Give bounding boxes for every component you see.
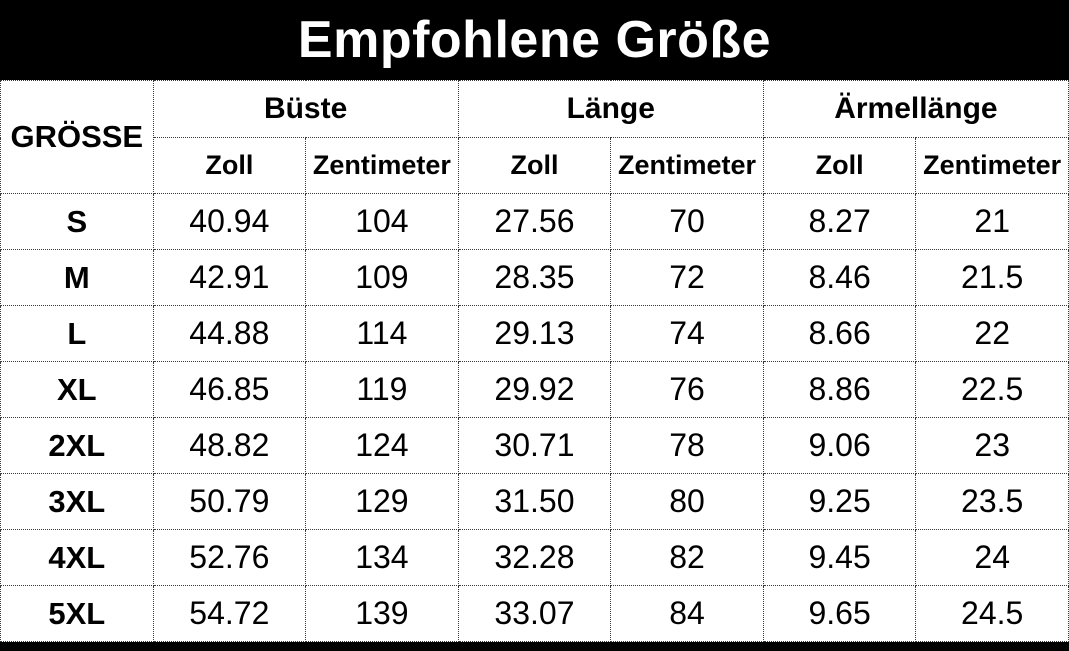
sleeve-cm-value: 23.5 bbox=[915, 473, 1069, 530]
chart-title: Empfohlene Größe bbox=[297, 11, 772, 69]
bust-cm-value: 109 bbox=[305, 249, 459, 306]
column-header-sleeve-cm: Zentimeter bbox=[915, 137, 1069, 194]
sleeve-cm-value: 23 bbox=[915, 417, 1069, 474]
column-header-sleeve-inch: Zoll bbox=[762, 137, 917, 194]
unit-header-row: Zoll Zentimeter Zoll Zentimeter Zoll Zen… bbox=[1, 137, 1069, 194]
length-cm-value: 76 bbox=[610, 361, 764, 418]
column-group-sleeve-length: Ärmellänge bbox=[762, 80, 1069, 138]
table-row-s: S 40.94 104 27.56 70 8.27 21 bbox=[0, 193, 1069, 250]
size-label: 4XL bbox=[0, 529, 154, 586]
column-group-length: Länge bbox=[457, 80, 764, 138]
length-cm-value: 70 bbox=[610, 193, 764, 250]
size-label: L bbox=[0, 305, 154, 362]
sleeve-cm-value: 22 bbox=[915, 305, 1069, 362]
size-label: 5XL bbox=[0, 585, 154, 642]
bust-inch-value: 52.76 bbox=[152, 529, 307, 586]
sleeve-inch-value: 8.86 bbox=[762, 361, 917, 418]
sleeve-inch-value: 8.66 bbox=[762, 305, 917, 362]
sleeve-inch-value: 8.27 bbox=[762, 193, 917, 250]
bust-cm-value: 104 bbox=[305, 193, 459, 250]
bust-cm-value: 119 bbox=[305, 361, 459, 418]
table-row-5xl: 5XL 54.72 139 33.07 84 9.65 24.5 bbox=[0, 585, 1069, 642]
column-header-length-cm: Zentimeter bbox=[610, 137, 764, 194]
sleeve-inch-value: 9.25 bbox=[762, 473, 917, 530]
size-table: GRÖSSE Büste Länge Ärmellänge Zoll Zenti… bbox=[0, 80, 1069, 642]
sleeve-inch-value: 8.46 bbox=[762, 249, 917, 306]
bust-inch-value: 50.79 bbox=[152, 473, 307, 530]
table-row-l: L 44.88 114 29.13 74 8.66 22 bbox=[0, 305, 1069, 362]
length-cm-value: 72 bbox=[610, 249, 764, 306]
bust-cm-value: 134 bbox=[305, 529, 459, 586]
column-header-size: GRÖSSE bbox=[0, 80, 154, 194]
size-label: XL bbox=[0, 361, 154, 418]
group-header-row: GRÖSSE Büste Länge Ärmellänge bbox=[0, 80, 1069, 194]
length-inch-value: 33.07 bbox=[457, 585, 612, 642]
sleeve-cm-value: 24 bbox=[915, 529, 1069, 586]
table-row-3xl: 3XL 50.79 129 31.50 80 9.25 23.5 bbox=[0, 473, 1069, 530]
bust-inch-value: 48.82 bbox=[152, 417, 307, 474]
table-row-2xl: 2XL 48.82 124 30.71 78 9.06 23 bbox=[0, 417, 1069, 474]
sleeve-cm-value: 21 bbox=[915, 193, 1069, 250]
sleeve-cm-value: 22.5 bbox=[915, 361, 1069, 418]
sleeve-cm-value: 21.5 bbox=[915, 249, 1069, 306]
table-row-m: M 42.91 109 28.35 72 8.46 21.5 bbox=[0, 249, 1069, 306]
table-row-4xl: 4XL 52.76 134 32.28 82 9.45 24 bbox=[0, 529, 1069, 586]
bust-cm-value: 139 bbox=[305, 585, 459, 642]
length-cm-value: 82 bbox=[610, 529, 764, 586]
length-inch-value: 29.13 bbox=[457, 305, 612, 362]
size-label: 2XL bbox=[0, 417, 154, 474]
bust-cm-value: 129 bbox=[305, 473, 459, 530]
sleeve-inch-value: 9.45 bbox=[762, 529, 917, 586]
length-cm-value: 80 bbox=[610, 473, 764, 530]
bust-inch-value: 42.91 bbox=[152, 249, 307, 306]
bust-cm-value: 124 bbox=[305, 417, 459, 474]
length-inch-value: 28.35 bbox=[457, 249, 612, 306]
bust-inch-value: 40.94 bbox=[152, 193, 307, 250]
length-cm-value: 84 bbox=[610, 585, 764, 642]
sleeve-cm-value: 24.5 bbox=[915, 585, 1069, 642]
size-label: 3XL bbox=[0, 473, 154, 530]
bottom-bar bbox=[0, 642, 1069, 651]
sleeve-inch-value: 9.06 bbox=[762, 417, 917, 474]
length-cm-value: 74 bbox=[610, 305, 764, 362]
length-inch-value: 30.71 bbox=[457, 417, 612, 474]
length-cm-value: 78 bbox=[610, 417, 764, 474]
column-header-length-inch: Zoll bbox=[457, 137, 612, 194]
bust-inch-value: 46.85 bbox=[152, 361, 307, 418]
size-label: M bbox=[0, 249, 154, 306]
length-inch-value: 27.56 bbox=[457, 193, 612, 250]
column-group-bust: Büste bbox=[152, 80, 459, 138]
size-label: S bbox=[0, 193, 154, 250]
length-inch-value: 29.92 bbox=[457, 361, 612, 418]
length-inch-value: 32.28 bbox=[457, 529, 612, 586]
column-header-bust-inch: Zoll bbox=[152, 137, 307, 194]
chart-title-bar: Empfohlene Größe bbox=[0, 0, 1069, 80]
length-inch-value: 31.50 bbox=[457, 473, 612, 530]
bust-cm-value: 114 bbox=[305, 305, 459, 362]
sleeve-inch-value: 9.65 bbox=[762, 585, 917, 642]
column-header-bust-cm: Zentimeter bbox=[305, 137, 459, 194]
table-row-xl: XL 46.85 119 29.92 76 8.86 22.5 bbox=[0, 361, 1069, 418]
bust-inch-value: 44.88 bbox=[152, 305, 307, 362]
bust-inch-value: 54.72 bbox=[152, 585, 307, 642]
